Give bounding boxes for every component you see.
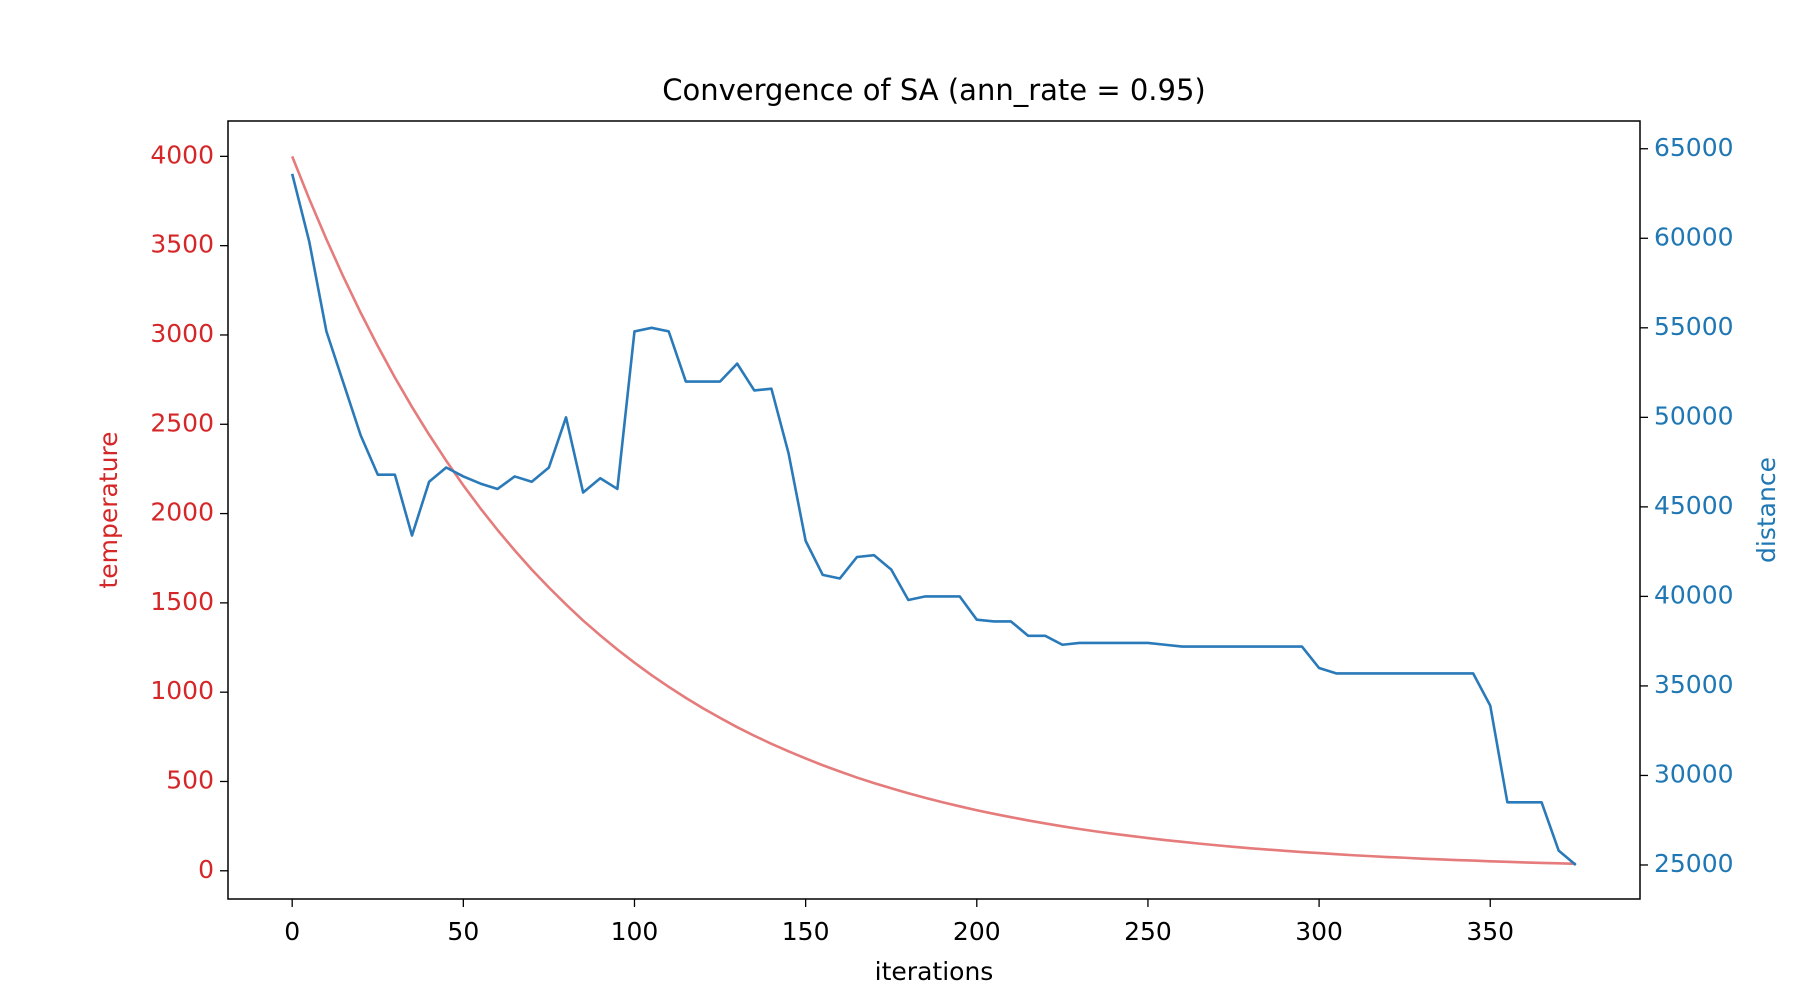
y2-axis-label: distance <box>1752 457 1781 563</box>
x-tick-label: 150 <box>782 917 830 946</box>
line-series <box>290 173 1577 866</box>
x-tick-label: 0 <box>284 917 300 946</box>
x-tick-label: 300 <box>1295 917 1343 946</box>
y-tick-label: 4000 <box>150 140 214 169</box>
y-tick-label: 1500 <box>150 587 214 616</box>
y2-tick-label: 65000 <box>1654 133 1734 162</box>
y-tick-label: 1000 <box>150 676 214 705</box>
y2-tick-label: 40000 <box>1654 580 1734 609</box>
y2-tick-label: 35000 <box>1654 670 1734 699</box>
y2-tick-label: 60000 <box>1654 222 1734 251</box>
y-tick-label: 2500 <box>150 408 214 437</box>
x-tick-label: 350 <box>1466 917 1514 946</box>
x-tick-label: 200 <box>953 917 1001 946</box>
y2-tick-label: 50000 <box>1654 401 1734 430</box>
plot-frame <box>227 120 1641 900</box>
line-series <box>290 155 1576 866</box>
y-tick-label: 3000 <box>150 319 214 348</box>
x-tick-label: 50 <box>447 917 479 946</box>
y2-tick-label: 30000 <box>1654 759 1734 788</box>
chart-title: Convergence of SA (ann_rate = 0.95) <box>662 73 1205 107</box>
x-axis-label: iterations <box>875 957 994 986</box>
y-axis-label: temperature <box>94 431 123 588</box>
x-tick-label: 100 <box>611 917 659 946</box>
y-tick-label: 0 <box>198 855 214 884</box>
y2-tick-label: 55000 <box>1654 312 1734 341</box>
y2-tick-label: 45000 <box>1654 491 1734 520</box>
y-tick-label: 3500 <box>150 230 214 259</box>
y-tick-label: 2000 <box>150 498 214 527</box>
x-tick-label: 250 <box>1124 917 1172 946</box>
y2-tick-label: 25000 <box>1654 849 1734 878</box>
y-tick-label: 500 <box>166 765 214 794</box>
